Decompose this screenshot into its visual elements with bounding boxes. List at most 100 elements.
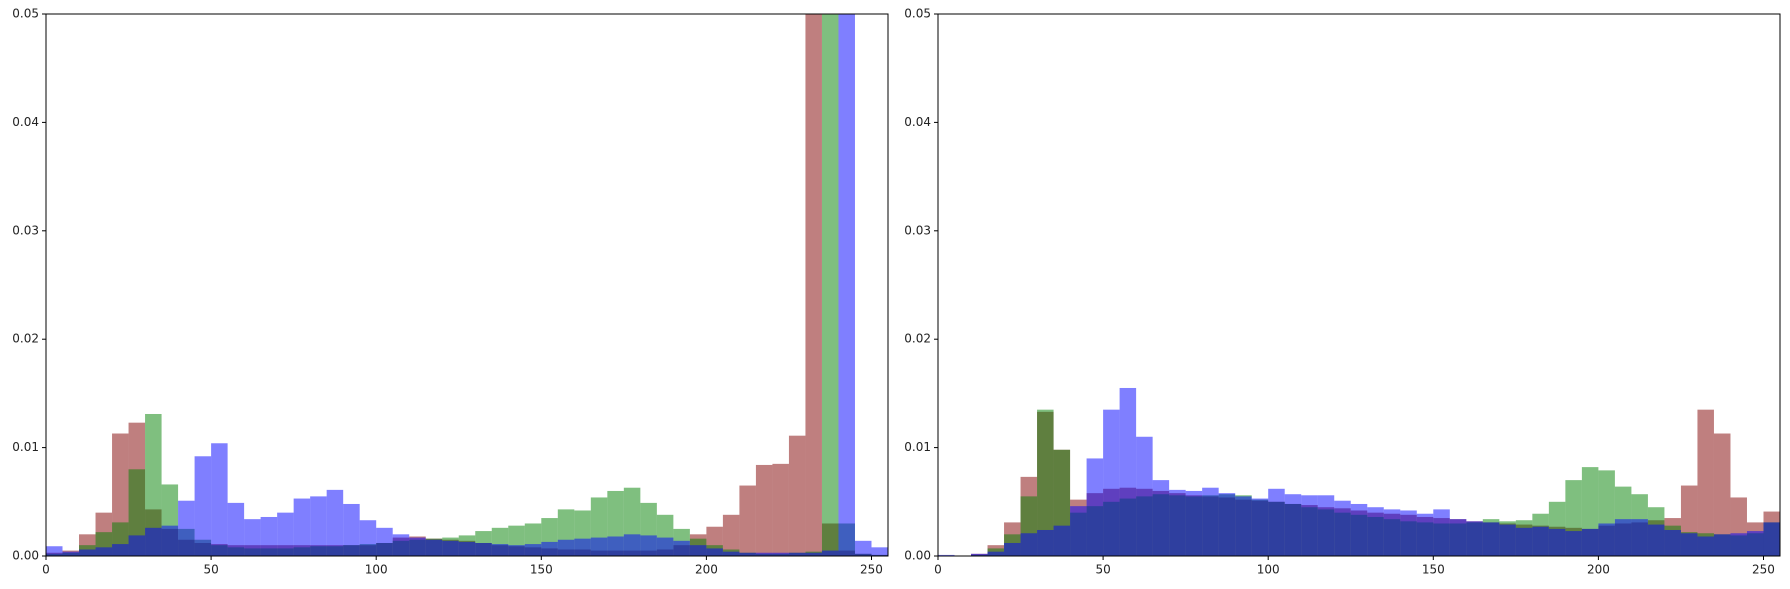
histogram-bar bbox=[145, 413, 162, 556]
x-tick-label: 250 bbox=[1752, 563, 1775, 577]
histogram-bar bbox=[326, 489, 344, 556]
x-tick-label: 200 bbox=[695, 563, 718, 577]
y-tick-label: 0.05 bbox=[904, 7, 931, 21]
histogram-bar bbox=[1070, 506, 1087, 556]
histogram-bar bbox=[1664, 529, 1681, 556]
histogram-bar bbox=[722, 514, 740, 556]
x-tick-label: 250 bbox=[860, 563, 883, 577]
histogram-bar bbox=[1037, 529, 1054, 556]
histogram-bar bbox=[1697, 536, 1714, 556]
histogram-bar bbox=[1713, 534, 1731, 556]
histogram-bar bbox=[987, 551, 1005, 556]
histogram-bar bbox=[1515, 527, 1533, 556]
histogram-bar bbox=[854, 540, 872, 556]
histogram-bar bbox=[442, 540, 459, 556]
histogram-bar bbox=[475, 542, 492, 556]
histogram-bar bbox=[1185, 490, 1203, 556]
histogram-bar bbox=[1598, 523, 1615, 556]
histogram-bar bbox=[1763, 522, 1780, 556]
histogram-bar bbox=[1268, 488, 1285, 556]
histogram-bar bbox=[1136, 436, 1153, 556]
y-tick-label: 0.03 bbox=[904, 223, 931, 237]
histogram-bar bbox=[1416, 513, 1434, 556]
histogram-bar bbox=[1334, 500, 1351, 556]
histogram-bar bbox=[689, 545, 707, 556]
histogram-bar bbox=[260, 516, 278, 556]
histogram-bar bbox=[772, 552, 789, 556]
histogram-bar bbox=[409, 537, 426, 556]
histogram-bar bbox=[1301, 495, 1318, 556]
plot-area bbox=[46, 14, 888, 556]
histogram-bar bbox=[821, 550, 839, 556]
histogram-bar bbox=[838, 14, 855, 556]
x-tick-label: 150 bbox=[530, 563, 553, 577]
histogram-bar bbox=[772, 463, 789, 556]
histogram-bar bbox=[1053, 525, 1071, 556]
histogram-bar bbox=[244, 519, 261, 556]
histogram-bar bbox=[491, 544, 509, 556]
histogram-bar bbox=[1499, 524, 1516, 556]
histogram-bar bbox=[1697, 409, 1714, 556]
histogram-bar bbox=[1004, 542, 1021, 556]
histogram-bar bbox=[871, 547, 888, 556]
histogram-bar bbox=[1251, 498, 1269, 556]
histogram-bar bbox=[623, 534, 641, 556]
histogram-bar bbox=[1317, 495, 1335, 556]
histogram-bar bbox=[1713, 433, 1731, 556]
histogram-bar bbox=[1466, 521, 1483, 556]
histogram-bar bbox=[1433, 509, 1450, 556]
histogram-bar bbox=[95, 547, 113, 556]
histogram-bar bbox=[62, 551, 80, 556]
histogram-bar bbox=[1631, 519, 1648, 556]
histogram-bar bbox=[128, 469, 146, 556]
histogram-bar bbox=[938, 554, 955, 556]
histogram-bar bbox=[1284, 494, 1302, 556]
x-tick-label: 0 bbox=[42, 563, 50, 577]
histogram-bar bbox=[1020, 533, 1038, 556]
histogram-bar bbox=[640, 535, 657, 556]
x-tick-label: 100 bbox=[1257, 563, 1280, 577]
histogram-bar bbox=[293, 498, 311, 556]
histogram-bar bbox=[1119, 387, 1137, 556]
histogram-bar bbox=[178, 500, 195, 556]
histogram-bar bbox=[656, 537, 674, 556]
histogram-bar bbox=[1103, 409, 1120, 556]
histogram-bar bbox=[1565, 531, 1582, 556]
y-tick-label: 0.01 bbox=[904, 440, 931, 454]
histogram-bar bbox=[1680, 533, 1698, 556]
x-tick-label: 0 bbox=[934, 563, 942, 577]
y-tick-label: 0.04 bbox=[12, 115, 39, 129]
histogram-bar bbox=[788, 435, 806, 556]
histogram-bar bbox=[194, 456, 212, 556]
histogram-bar bbox=[1746, 531, 1764, 556]
histogram-bar bbox=[1647, 524, 1665, 556]
histogram-bar bbox=[1218, 493, 1236, 556]
y-tick-label: 0.02 bbox=[904, 332, 931, 346]
y-tick-label: 0.00 bbox=[904, 549, 931, 563]
histogram-bar bbox=[722, 551, 740, 556]
histogram-bar bbox=[1086, 458, 1104, 556]
histogram-bar bbox=[1235, 496, 1252, 556]
histogram-bar bbox=[1367, 507, 1384, 556]
histogram-bar bbox=[673, 540, 690, 556]
histogram-bar bbox=[1350, 503, 1368, 556]
histogram-bar bbox=[1152, 480, 1170, 556]
histogram-bar bbox=[1169, 489, 1186, 556]
histogram-bar bbox=[1730, 533, 1747, 556]
y-tick-label: 0.05 bbox=[12, 7, 39, 21]
histogram-bar bbox=[343, 503, 360, 556]
histogram-bar bbox=[574, 538, 591, 556]
y-tick-label: 0.01 bbox=[12, 440, 39, 454]
histogram-bar bbox=[1202, 487, 1219, 556]
histogram-bar bbox=[1449, 519, 1467, 556]
histogram-bar bbox=[557, 539, 575, 556]
x-tick-label: 50 bbox=[203, 563, 218, 577]
histogram-bar bbox=[508, 545, 525, 556]
histogram-bar bbox=[79, 549, 96, 556]
histogram-bar bbox=[706, 548, 723, 556]
histogram-bar bbox=[46, 546, 63, 556]
histogram-bar bbox=[1383, 509, 1401, 556]
histogram-bar bbox=[739, 485, 756, 556]
histogram-bar bbox=[788, 552, 806, 556]
